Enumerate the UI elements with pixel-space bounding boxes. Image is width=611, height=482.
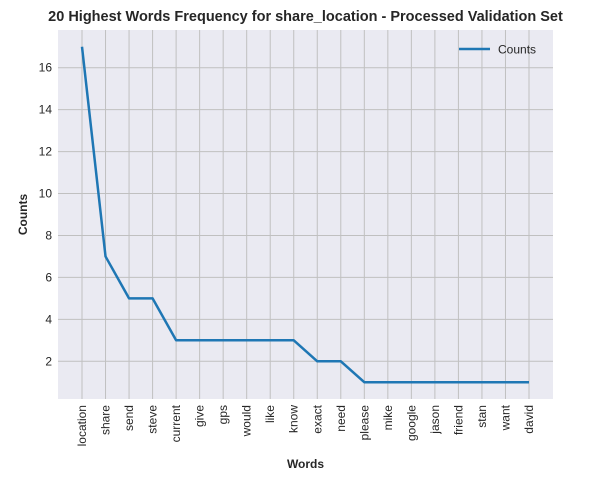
y-tick-label: 8 — [45, 228, 52, 242]
x-axis-label: Words — [287, 457, 324, 471]
x-tick-label: know — [287, 405, 301, 433]
x-tick-label: give — [193, 405, 207, 427]
x-tick-label: david — [522, 405, 536, 434]
x-tick-label: location — [75, 405, 89, 446]
y-tick-label: 14 — [39, 103, 53, 117]
x-tick-label: need — [334, 405, 348, 432]
plot-area — [58, 30, 553, 399]
y-axis-ticks: 2 4 6 8 10 12 14 16 — [39, 61, 53, 369]
grid — [58, 30, 553, 399]
y-tick-label: 16 — [39, 61, 53, 75]
series-line — [80, 46, 529, 384]
x-tick-label: steve — [146, 405, 160, 434]
x-tick-label: like — [263, 405, 277, 423]
y-tick-label: 12 — [39, 145, 53, 159]
x-axis-ticks: location share send steve current give gps woul… — [75, 404, 536, 446]
legend: Counts — [459, 43, 536, 57]
y-tick-label: 10 — [39, 187, 53, 201]
x-tick-label: would — [240, 405, 254, 437]
y-tick-label: 4 — [45, 312, 52, 326]
y-tick-label: 6 — [45, 270, 52, 284]
y-tick-label: 2 — [45, 354, 52, 368]
x-tick-label: send — [122, 405, 136, 431]
legend-label: Counts — [498, 43, 536, 57]
x-tick-label: want — [498, 404, 512, 431]
x-tick-label: stan — [475, 405, 489, 428]
x-tick-label: jason — [428, 405, 442, 435]
x-tick-label: gps — [216, 405, 230, 424]
x-tick-label: share — [99, 405, 113, 435]
x-tick-label: exact — [310, 404, 324, 433]
x-tick-label: friend — [451, 405, 465, 435]
x-tick-label: mike — [381, 405, 395, 431]
x-tick-label: please — [357, 405, 371, 441]
y-axis-label: Counts — [16, 194, 30, 236]
chart-title: 20 Highest Words Frequency for share_loc… — [48, 9, 563, 25]
x-tick-label: google — [404, 405, 418, 441]
series-layer — [80, 46, 529, 384]
x-tick-label: current — [169, 404, 183, 442]
